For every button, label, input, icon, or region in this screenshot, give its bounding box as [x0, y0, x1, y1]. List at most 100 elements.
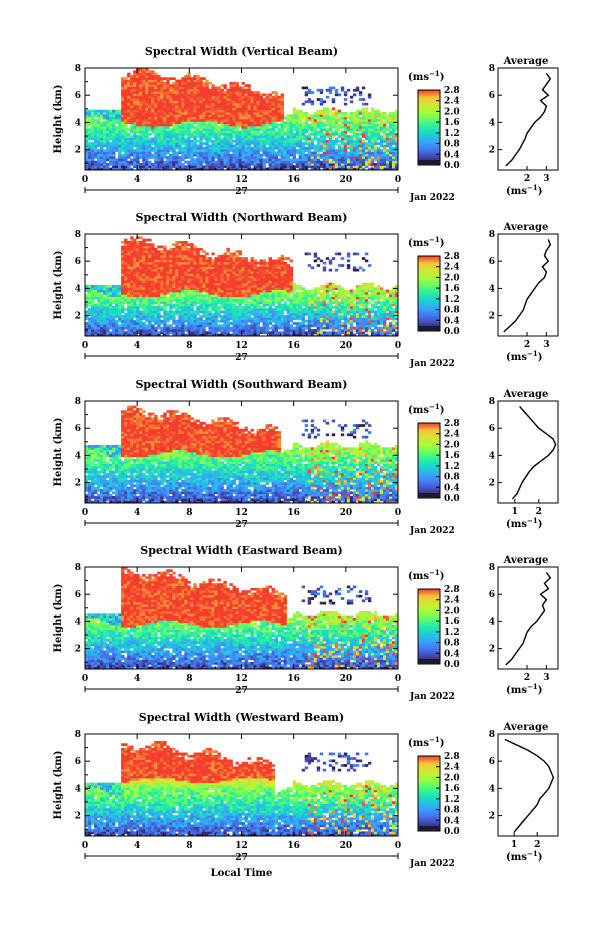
heatmap-cell — [121, 160, 125, 164]
heatmap-cell — [154, 74, 158, 78]
heatmap-cell — [139, 137, 143, 141]
heatmap-cell — [253, 123, 257, 127]
heatmap-cell — [187, 294, 191, 297]
heatmap-cell — [325, 151, 330, 155]
heatmap-cell — [184, 280, 188, 284]
heatmap-cell — [361, 146, 366, 150]
heatmap-cell — [145, 109, 149, 113]
heatmap-cell — [232, 308, 236, 311]
heatmap-cell — [142, 144, 146, 148]
heatmap-cell — [295, 139, 300, 143]
heatmap-cell — [235, 146, 239, 150]
heatmap-cell — [265, 125, 269, 129]
heatmap-cell — [292, 132, 297, 136]
heatmap-cell — [319, 149, 324, 152]
heatmap-cell — [319, 119, 324, 122]
heatmap-cell — [232, 95, 236, 99]
heatmap-cell — [199, 264, 203, 267]
heatmap-cell — [199, 317, 203, 321]
heatmap-cell — [166, 259, 170, 263]
heatmap-cell — [157, 112, 161, 115]
heatmap-cell — [274, 158, 279, 162]
heatmap-cell — [139, 121, 143, 125]
heatmap-cell — [385, 125, 390, 129]
heatmap-cell — [145, 329, 149, 332]
heatmap-cell — [199, 123, 203, 127]
heatmap-cell — [184, 128, 188, 131]
heatmap-cell — [148, 77, 152, 80]
heatmap-cell — [358, 160, 363, 164]
heatmap-cell — [196, 151, 200, 155]
heatmap-cell — [331, 123, 336, 127]
heatmap-cell — [94, 121, 98, 125]
heatmap-cell — [187, 257, 191, 260]
heatmap-cell — [202, 112, 206, 115]
average-x-label: (ms−1) — [506, 183, 542, 197]
heatmap-cell — [169, 275, 173, 279]
heatmap-cell — [136, 156, 140, 159]
heatmap-cell — [391, 160, 396, 164]
heatmap-cell — [130, 74, 134, 78]
heatmap-cell — [124, 79, 128, 83]
heatmap-cell — [130, 254, 134, 258]
heatmap-cell — [148, 317, 152, 321]
heatmap-cell — [346, 156, 351, 159]
heatmap-cell — [232, 324, 236, 328]
heatmap-cell — [154, 326, 158, 330]
heatmap-cell — [379, 130, 384, 134]
heatmap-cell — [115, 291, 119, 295]
heatmap-cell — [394, 109, 399, 113]
heatmap-cell — [268, 112, 272, 115]
heatmap-cell — [133, 245, 137, 249]
heatmap-cell — [244, 119, 248, 122]
heatmap-cell — [127, 324, 131, 328]
heatmap-cell — [277, 167, 282, 171]
heatmap-cell — [184, 98, 188, 101]
heatmap-cell — [88, 130, 92, 134]
heatmap-cell — [175, 308, 179, 311]
heatmap-cell — [160, 319, 164, 323]
heatmap-cell — [307, 137, 312, 141]
heatmap-cell — [133, 296, 137, 300]
heatmap-cell — [151, 116, 155, 120]
heatmap-cell — [322, 123, 327, 127]
heatmap-cell — [220, 105, 224, 108]
heatmap-cell — [97, 116, 101, 120]
heatmap-cell — [121, 116, 125, 120]
heatmap-cell — [160, 98, 164, 101]
heatmap-cell — [202, 98, 206, 101]
heatmap-cell — [85, 167, 89, 171]
heatmap-cell — [205, 331, 209, 335]
heatmap-cell — [214, 301, 218, 304]
heatmap-cell — [160, 268, 164, 272]
heatmap-cell — [148, 107, 152, 111]
heatmap-cell — [376, 142, 381, 145]
heatmap-cell — [121, 280, 125, 284]
heatmap-cell — [190, 285, 194, 288]
heatmap-cell — [310, 163, 315, 166]
heatmap-cell — [253, 91, 257, 94]
heatmap-cell — [97, 285, 101, 288]
heatmap-cell — [193, 331, 197, 335]
heatmap-cell — [370, 137, 375, 141]
heatmap-cell — [253, 105, 257, 108]
heatmap-cell — [142, 317, 146, 321]
heatmap-cell — [172, 243, 176, 246]
heatmap-cell — [109, 151, 113, 155]
heatmap-cell — [391, 132, 396, 136]
heatmap-cell — [160, 322, 164, 325]
heatmap-cell — [193, 289, 197, 293]
heatmap-cell — [373, 165, 378, 169]
heatmap-cell — [154, 261, 158, 265]
heatmap-cell — [151, 257, 155, 260]
heatmap-cell — [361, 102, 366, 106]
heatmap-cell — [355, 165, 360, 169]
heatmap-cell — [277, 100, 282, 104]
heatmap-cell — [232, 331, 236, 335]
heatmap-cell — [205, 158, 209, 162]
heatmap-cell — [307, 144, 312, 148]
heatmap-cell — [229, 109, 233, 113]
heatmap-cell — [217, 273, 221, 277]
heatmap-cell — [133, 238, 137, 242]
heatmap-cell — [340, 163, 345, 166]
